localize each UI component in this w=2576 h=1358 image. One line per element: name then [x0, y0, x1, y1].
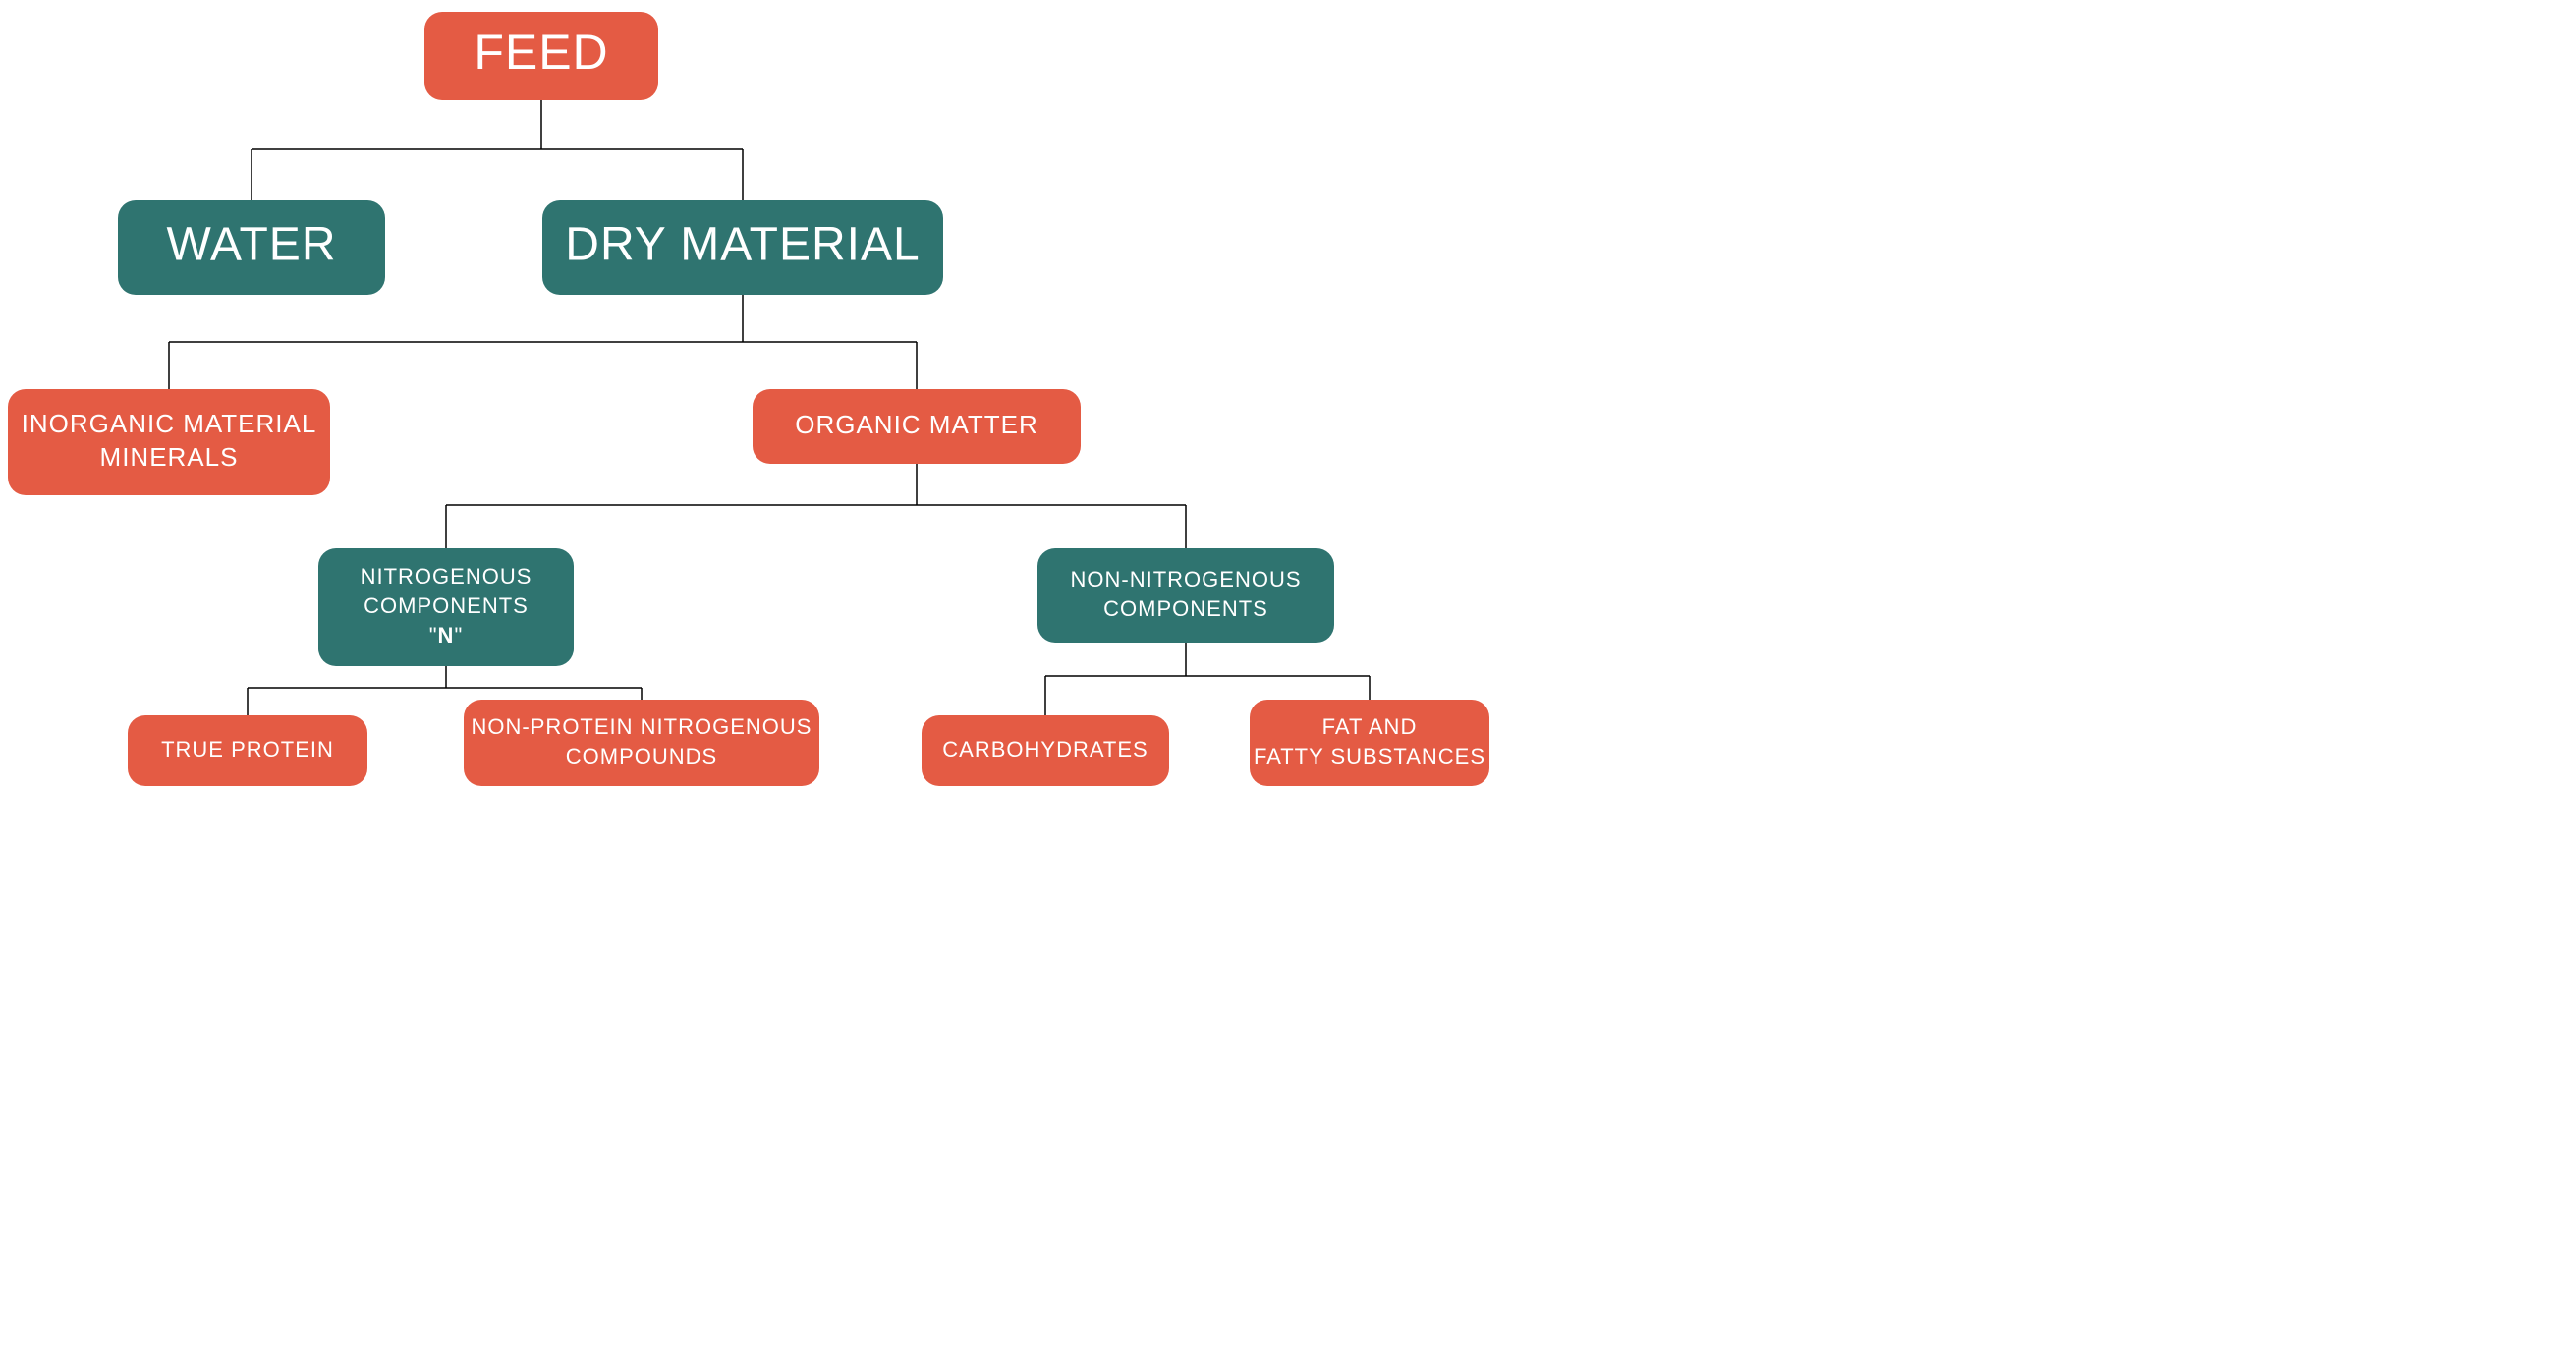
nodes-layer: FEED WATER DRY MATERIAL INORGANIC MATERIAL M…: [8, 12, 1489, 786]
node-water: WATER: [118, 200, 385, 295]
node-label: MINERALS: [100, 442, 239, 472]
node-label: COMPONENTS: [364, 594, 529, 618]
node-label: INORGANIC MATERIAL: [22, 409, 317, 438]
node-label: WATER: [167, 219, 337, 271]
feed-composition-diagram: FEED WATER DRY MATERIAL INORGANIC MATERIAL M…: [0, 0, 1497, 789]
node-nitro: NITROGENOUS COMPONENTS "N": [318, 548, 574, 666]
node-org: ORGANIC MATTER: [753, 389, 1081, 464]
node-feed: FEED: [424, 12, 658, 100]
node-label: ORGANIC MATTER: [795, 410, 1038, 439]
node-dry: DRY MATERIAL: [542, 200, 943, 295]
node-label: NITROGENOUS: [361, 564, 532, 589]
node-label: COMPOUNDS: [566, 744, 717, 768]
node-npn: NON-PROTEIN NITROGENOUS COMPOUNDS: [464, 700, 819, 786]
node-nonnitro: NON-NITROGENOUS COMPONENTS: [1037, 548, 1334, 643]
node-label: DRY MATERIAL: [565, 219, 920, 271]
node-label: COMPONENTS: [1103, 596, 1268, 621]
node-inorg: INORGANIC MATERIAL MINERALS: [8, 389, 330, 495]
node-label: TRUE PROTEIN: [161, 737, 334, 762]
node-trueprot: TRUE PROTEIN: [128, 715, 367, 786]
node-label: FAT AND: [1322, 714, 1418, 739]
node-label: FEED: [474, 25, 608, 80]
node-label: FATTY SUBSTANCES: [1254, 744, 1485, 768]
node-carbs: CARBOHYDRATES: [922, 715, 1169, 786]
node-label: CARBOHYDRATES: [942, 737, 1148, 762]
node-label: "N": [429, 623, 464, 648]
node-label: NON-PROTEIN NITROGENOUS: [472, 714, 812, 739]
node-label: NON-NITROGENOUS: [1071, 567, 1302, 592]
node-fat: FAT AND FATTY SUBSTANCES: [1250, 700, 1489, 786]
